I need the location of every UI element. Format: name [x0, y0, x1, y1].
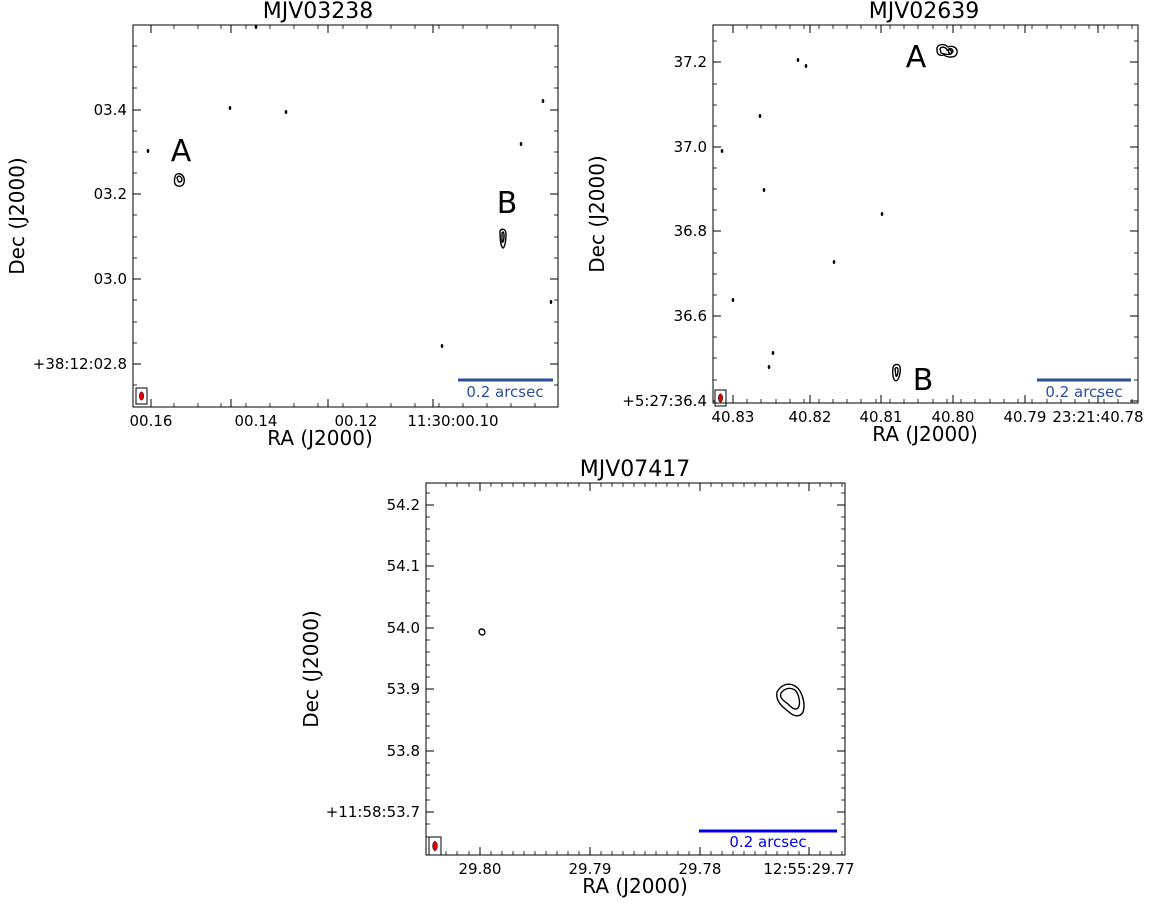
component-label: A — [171, 134, 192, 169]
source-contour — [176, 175, 183, 183]
noise-contour — [731, 298, 735, 302]
chart-panel-1: MJV03238 RA (J2000) Dec (J2000) 00.16 00.14 0… — [5, 0, 559, 450]
source-contour — [776, 683, 805, 717]
plot-frame — [712, 24, 1139, 404]
y-axis-label: Dec (J2000) — [585, 155, 609, 272]
chart-title: MJV02639 — [869, 0, 980, 24]
noise-contour — [762, 188, 766, 192]
noise-contour — [440, 344, 444, 348]
source-contour — [894, 366, 899, 377]
source-contour — [478, 628, 486, 636]
x-tick-label: 00.16 — [130, 412, 173, 430]
noise-contour — [519, 142, 523, 146]
y-tick-label: 53.8 — [387, 742, 420, 760]
scale-bar-label: 0.2 arcsec — [729, 833, 806, 851]
y-tick-label: +11:58:53.7 — [326, 803, 420, 821]
y-tick-label: 54.1 — [387, 557, 420, 575]
scale-bar-label: 0.2 arcsec — [466, 383, 543, 401]
x-tick-label: 29.78 — [679, 860, 722, 878]
y-tick-label: 03.0 — [94, 270, 127, 288]
x-tick-label: 11:30:00.10 — [407, 412, 498, 430]
y-tick-label: +5:27:36.4 — [622, 392, 707, 410]
x-tick-label: 00.14 — [235, 412, 278, 430]
noise-contour — [796, 58, 800, 62]
chart-title: MJV07417 — [580, 457, 691, 482]
y-tick-label: 37.0 — [674, 138, 707, 156]
source-contour — [939, 46, 953, 56]
y-tick-label: 36.6 — [674, 307, 707, 325]
noise-contour — [549, 300, 553, 304]
source-contour — [947, 47, 954, 55]
beam-ellipse — [139, 391, 144, 401]
noise-contour — [758, 114, 762, 118]
y-axis-label: Dec (J2000) — [299, 610, 323, 727]
x-tick-label: 00.12 — [335, 412, 378, 430]
source-contour — [936, 43, 958, 58]
noise-contour — [228, 106, 232, 110]
x-tick-label: 40.81 — [860, 408, 903, 426]
noise-contour — [880, 212, 884, 216]
noise-contour — [767, 365, 771, 369]
chart-panel-3: MJV07417 RA (J2000) Dec (J2000) 29.80 29.79 2… — [299, 457, 855, 898]
beam-ellipse — [718, 393, 723, 403]
y-tick-label: 54.2 — [387, 496, 420, 514]
source-contour — [499, 228, 507, 249]
noise-contour — [832, 260, 836, 264]
x-axis-label: RA (J2000) — [582, 874, 688, 898]
x-tick-label: 40.82 — [789, 408, 832, 426]
x-tick-label: 12:55:29.77 — [763, 860, 854, 878]
x-tick-label: 40.79 — [1004, 408, 1047, 426]
y-tick-label: +38:12:02.8 — [33, 355, 127, 373]
chart-title: MJV03238 — [263, 0, 374, 24]
noise-contour — [254, 25, 258, 29]
source-contour — [501, 231, 505, 243]
noise-contour — [541, 99, 545, 103]
noise-contour — [284, 110, 288, 114]
y-tick-label: 36.8 — [674, 222, 707, 240]
noise-contour — [771, 351, 775, 355]
y-tick-label: 53.9 — [387, 680, 420, 698]
x-axis-label: RA (J2000) — [872, 422, 978, 446]
x-axis-label: RA (J2000) — [267, 426, 373, 450]
x-tick-label: 29.79 — [569, 860, 612, 878]
noise-contour — [804, 64, 808, 68]
component-label: B — [913, 363, 934, 398]
y-tick-label: 03.4 — [94, 101, 127, 119]
chart-panel-2: MJV02639 RA (J2000) Dec (J2000) 40.83 40.82 4… — [585, 0, 1144, 446]
plot-frame — [425, 482, 846, 856]
x-tick-label: 23:21:40.78 — [1052, 408, 1143, 426]
noise-contour — [146, 149, 150, 153]
noise-contour — [720, 149, 724, 153]
plot-frame — [132, 24, 559, 408]
x-tick-label: 40.80 — [932, 408, 975, 426]
y-tick-label: 54.0 — [387, 619, 420, 637]
scale-bar-label: 0.2 arcsec — [1045, 383, 1122, 401]
component-label: A — [906, 40, 927, 75]
component-label: B — [497, 186, 518, 221]
x-tick-label: 40.83 — [712, 408, 755, 426]
source-contour — [891, 363, 901, 382]
x-tick-label: 29.80 — [459, 860, 502, 878]
source-contour — [779, 687, 801, 710]
y-axis-label: Dec (J2000) — [5, 157, 29, 274]
y-tick-label: 37.2 — [674, 53, 707, 71]
y-tick-label: 03.2 — [94, 185, 127, 203]
beam-ellipse — [432, 841, 438, 851]
source-contour — [173, 173, 185, 187]
